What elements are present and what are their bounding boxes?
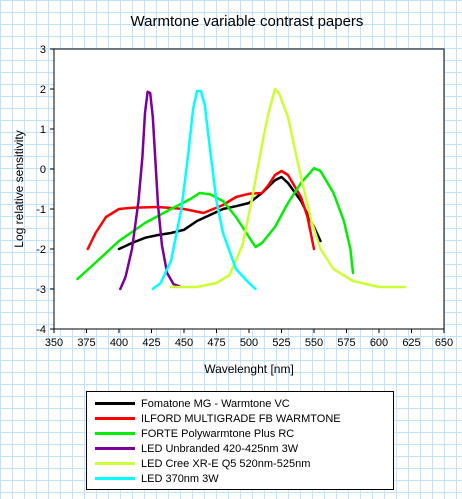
legend-item: LED 370nm 3W	[87, 471, 393, 486]
x-tick-label: 650	[435, 337, 453, 349]
x-tick-label: 475	[207, 337, 225, 349]
chart-title: Warmtone variable contrast papers	[131, 13, 364, 30]
y-axis-label: Log relative sensitivity	[12, 130, 26, 247]
y-tick-label: 1	[40, 124, 46, 136]
y-tick-label: 0	[40, 164, 46, 176]
x-tick-label: 400	[110, 337, 128, 349]
legend-swatch	[95, 447, 135, 450]
legend-swatch	[95, 432, 135, 435]
y-tick-label: 2	[40, 84, 46, 96]
legend-label: LED 370nm 3W	[141, 472, 219, 485]
legend-item: FORTE Polywarmtone Plus RC	[87, 426, 393, 441]
x-tick-label: 500	[240, 337, 258, 349]
legend-swatch	[95, 402, 135, 405]
legend-label: ILFORD MULTIGRADE FB WARMTONE	[141, 412, 341, 425]
series-line-6	[151, 89, 257, 291]
series-layer	[76, 87, 407, 291]
legend-item: LED Cree XR-E Q5 520nm-525nm	[87, 456, 393, 471]
x-tick-label: 450	[175, 337, 193, 349]
y-tick-label: -3	[36, 284, 46, 296]
legend-label: Fomatone MG - Warmtone VC	[141, 397, 290, 410]
plot-area	[53, 48, 445, 330]
series-line-5	[169, 87, 407, 289]
legend-label: LED Cree XR-E Q5 520nm-525nm	[141, 457, 311, 470]
series-line-2	[86, 169, 316, 251]
x-tick-label: 525	[272, 337, 290, 349]
x-tick-label: 600	[370, 337, 388, 349]
y-tick-label: 3	[40, 44, 46, 56]
legend-item: LED Unbranded 420-425nm 3W	[87, 441, 393, 456]
y-tick-label: -4	[36, 324, 46, 336]
x-tick-label: 575	[337, 337, 355, 349]
legend-item: ILFORD MULTIGRADE FB WARMTONE	[87, 411, 393, 426]
x-tick-label: 550	[305, 337, 323, 349]
legend-label: LED Unbranded 420-425nm 3W	[141, 442, 299, 455]
legend-label: FORTE Polywarmtone Plus RC	[141, 427, 295, 440]
x-axis-label: Wavelenght [nm]	[204, 362, 294, 376]
x-tick-label: 375	[77, 337, 95, 349]
x-axis-ticks: 350 375 400 425 450 475 500 525 550 575 600 625 650	[45, 329, 453, 349]
legend: Fomatone MG - Warmtone VC ILFORD MULTIGRA…	[86, 391, 394, 490]
legend-swatch	[95, 417, 135, 420]
x-tick-label: 350	[45, 337, 63, 349]
y-axis-ticks: -4 -3 -2 -1 0 1 2 3	[36, 44, 54, 336]
legend-item: Fomatone MG - Warmtone VC	[87, 396, 393, 411]
x-tick-label: 625	[402, 337, 420, 349]
legend-swatch	[95, 477, 135, 480]
series-line-4	[119, 90, 183, 291]
legend-swatch	[95, 462, 135, 465]
y-tick-label: -1	[36, 204, 46, 216]
y-tick-label: -2	[36, 244, 46, 256]
x-tick-label: 425	[142, 337, 160, 349]
